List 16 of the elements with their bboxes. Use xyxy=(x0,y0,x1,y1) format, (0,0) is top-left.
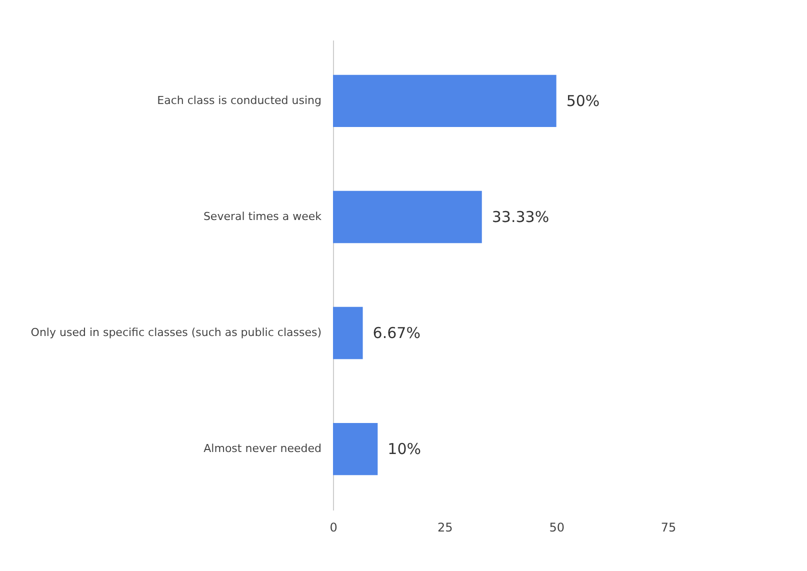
data-label: 50% xyxy=(566,92,600,110)
y-tick-label: Several times a week xyxy=(203,210,322,223)
x-tick-label: 0 xyxy=(330,520,338,534)
bar xyxy=(333,422,378,476)
x-tick-label: 50 xyxy=(549,520,564,534)
bar xyxy=(333,190,482,244)
y-tick-label: Only used in specific classes (such as public classes) xyxy=(30,326,322,340)
y-tick-label: Almost never needed xyxy=(204,442,322,456)
bar xyxy=(333,74,556,128)
data-label: 10% xyxy=(388,440,422,458)
bar xyxy=(333,306,363,360)
data-label: 6.67% xyxy=(372,324,420,342)
y-tick-label: Each class is conducted using xyxy=(157,94,322,107)
data-label: 33.33% xyxy=(492,208,550,226)
x-tick-label: 25 xyxy=(438,520,453,534)
x-tick-label: 75 xyxy=(660,520,676,534)
